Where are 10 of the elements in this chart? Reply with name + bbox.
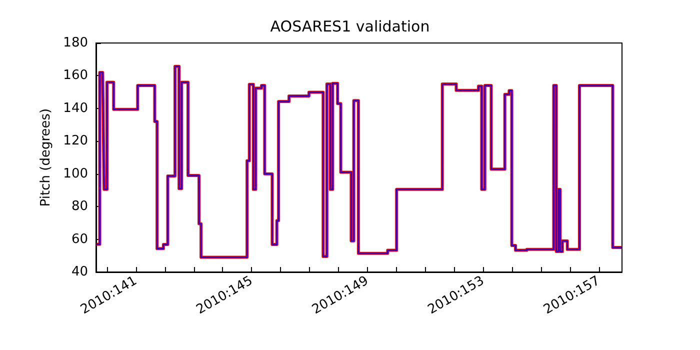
y-tick-label: 60 <box>71 232 88 247</box>
y-tick-label: 140 <box>63 100 88 116</box>
y-axis-title: Pitch (degrees) <box>38 108 54 207</box>
y-tick-label: 180 <box>63 36 88 50</box>
y-tick-label: 80 <box>71 199 88 214</box>
y-tick-label: 120 <box>63 134 88 149</box>
chart-title: AOSARES1 validation <box>270 18 430 36</box>
y-tick-label: 40 <box>71 264 88 280</box>
y-tick-label: 100 <box>63 166 88 182</box>
y-tick-label: 160 <box>63 68 88 84</box>
